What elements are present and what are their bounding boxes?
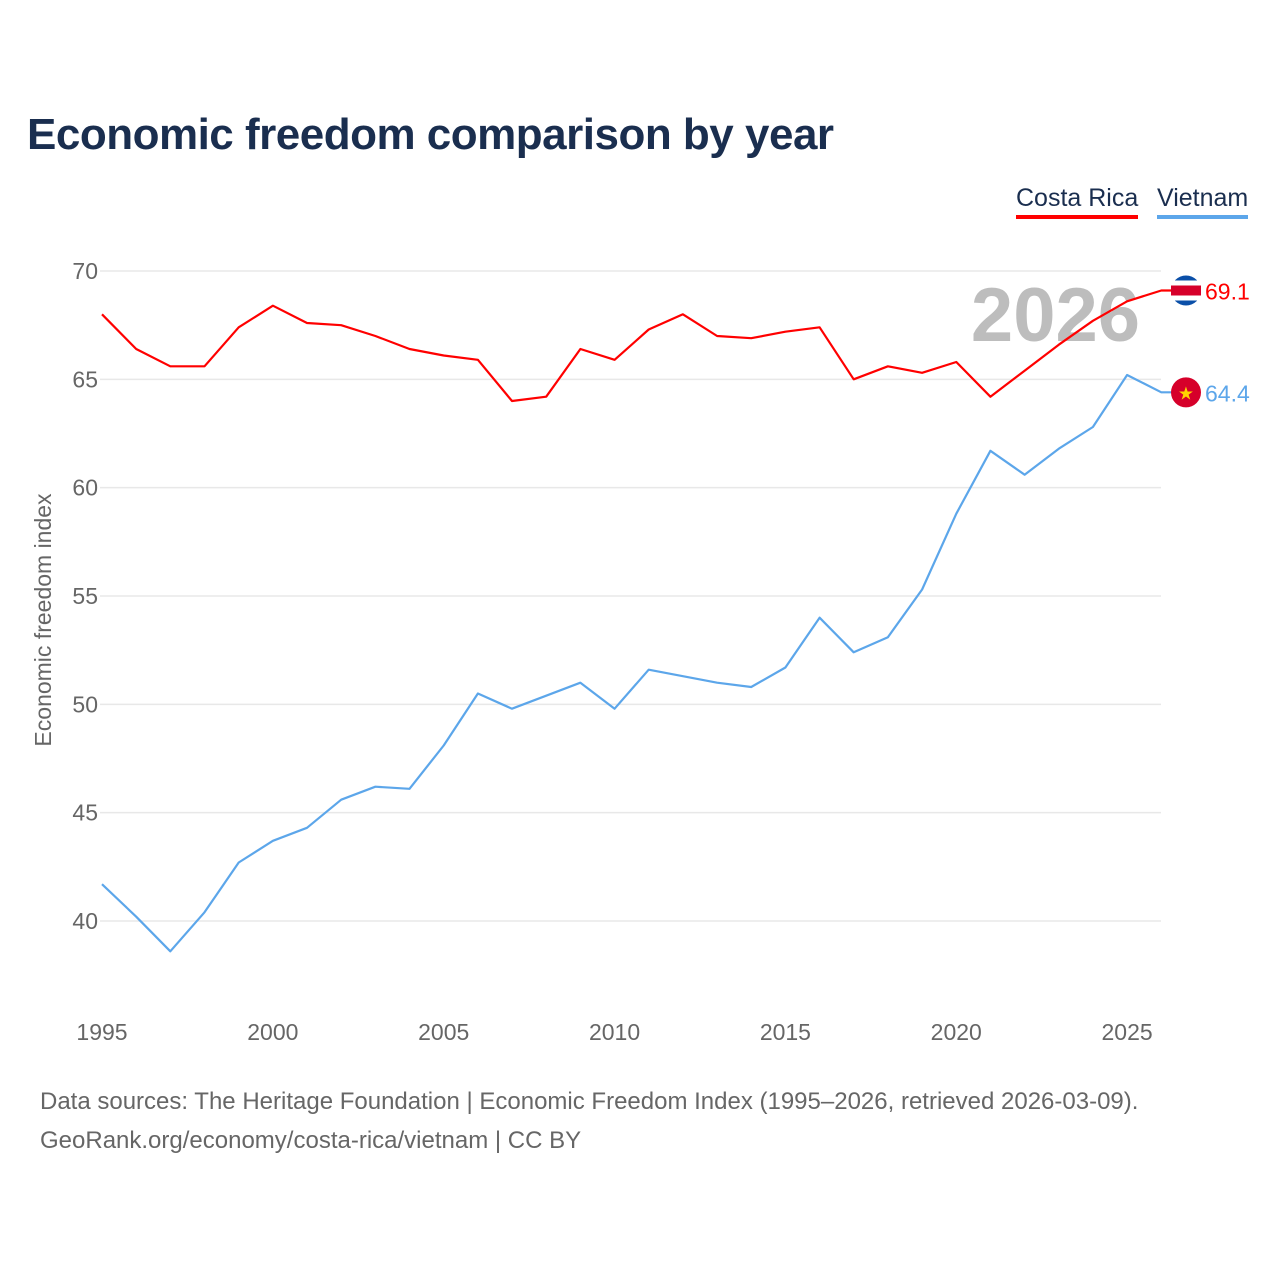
flag-stripe	[1171, 285, 1201, 296]
y-tick-label: 40	[72, 908, 98, 934]
x-tick-label: 2010	[589, 1019, 640, 1045]
end-value-label: 64.4	[1205, 380, 1250, 406]
x-tick-label: 2005	[418, 1019, 469, 1045]
y-tick-label: 45	[72, 800, 98, 826]
flag-star: ★	[1178, 383, 1194, 403]
chart-title: Economic freedom comparison by year	[27, 110, 834, 159]
x-tick-label: 2020	[931, 1019, 982, 1045]
x-tick-label: 2025	[1102, 1019, 1153, 1045]
y-axis-label: Economic freedom index	[30, 493, 56, 747]
year-watermark: 2026	[971, 273, 1140, 358]
y-tick-label: 70	[72, 258, 98, 284]
footer-sources: Data sources: The Heritage Foundation | …	[40, 1088, 1139, 1115]
vietnam-flag-icon	[1171, 377, 1201, 408]
line-chart: 40 45 50 55 60 65 70 1995 2000 2005 2010 2015 2020 20…	[30, 258, 1250, 1045]
x-tick-label: 2015	[760, 1019, 811, 1045]
y-tick-label: 65	[72, 366, 98, 392]
x-tick-label: 2000	[247, 1019, 298, 1045]
footer-attribution: GeoRank.org/economy/costa-rica/vietnam |…	[40, 1127, 582, 1154]
legend-costa-rica[interactable]: Costa Rica	[1016, 184, 1139, 219]
y-tick-label: 50	[72, 691, 98, 717]
y-tick-label: 55	[72, 583, 98, 609]
series-line-vietnam	[101, 373, 1172, 953]
series-line-costa-rica	[101, 289, 1172, 403]
x-tick-label: 1995	[76, 1019, 127, 1045]
legend-vietnam[interactable]: Vietnam	[1157, 184, 1249, 219]
y-tick-label: 60	[72, 475, 98, 501]
end-value-label: 69.1	[1205, 279, 1250, 305]
